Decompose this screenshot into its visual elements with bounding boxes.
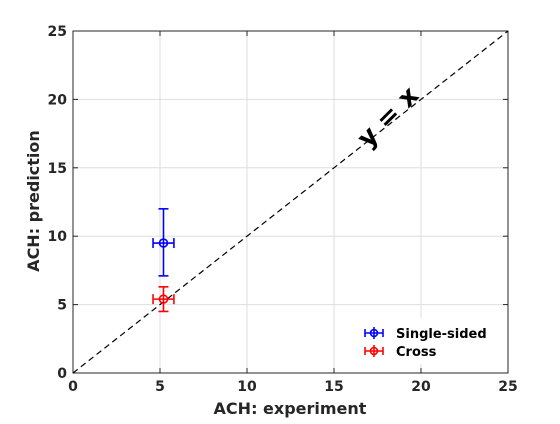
y-tick-label: 15 [48,161,67,177]
x-tick-label: 0 [68,379,78,395]
legend: Single-sided Cross [356,318,496,364]
legend-items: Single-sided Cross [364,327,487,360]
legend-marker-circle [369,328,379,338]
legend-label: Single-sided [396,327,487,342]
x-tick-label: 5 [155,379,165,395]
legend-box [356,318,496,364]
x-tick-label: 20 [411,379,431,395]
y-tick-label: 0 [57,366,67,382]
y-axis-label: ACH: prediction [24,130,43,272]
series-cross [152,286,175,313]
data-point [158,294,169,304]
legend-marker-circle [369,346,379,356]
grid-lines [72,30,509,374]
series-single-sided [152,208,175,277]
legend-entry: Cross [364,345,437,360]
reference-line [72,30,509,374]
axes-box [72,30,509,374]
x-tick-label: 15 [324,379,343,395]
data-series-group [152,208,175,313]
y-tick-label: 5 [57,298,67,314]
y-tick-label: 10 [48,229,68,245]
y-tick-label: 25 [48,24,67,40]
legend-label: Cross [396,345,437,360]
axis-ticks: 0 5 10 15 20 25 0 5 10 15 20 25 [48,24,518,395]
reference-line-group [72,30,509,374]
data-point [158,238,169,248]
x-axis-label: ACH: experiment [214,399,367,418]
legend-entry: Single-sided [364,327,487,342]
y-tick-label: 20 [48,92,68,108]
x-tick-label: 25 [498,379,517,395]
x-tick-label: 10 [237,379,257,395]
